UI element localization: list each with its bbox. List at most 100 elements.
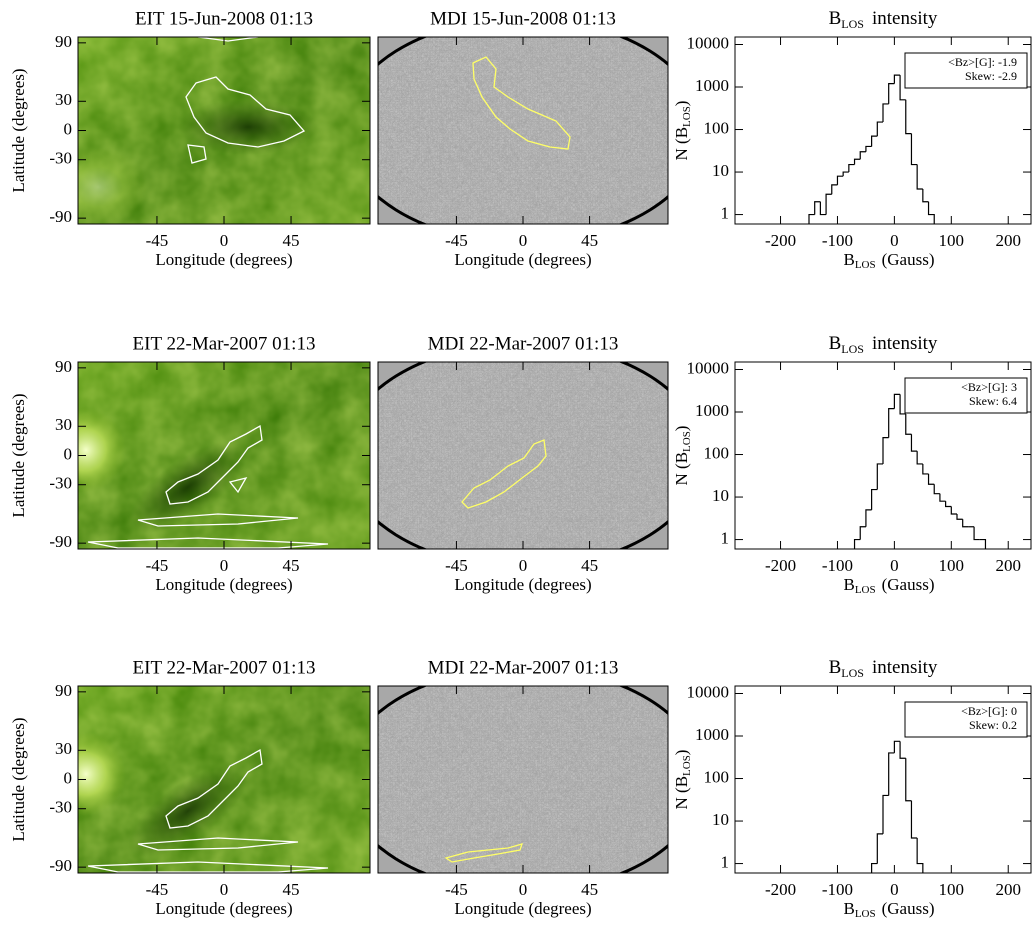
x-tick-label: 200 (995, 231, 1021, 250)
panel: EIT 15-Jun-2008 01:13 -45 0 45 90 30 0 -30 -90 Lo… (9, 8, 371, 269)
histogram-bin (962, 519, 969, 528)
x-tick-label: 0 (890, 880, 899, 899)
y-tick-label: 10000 (687, 33, 730, 52)
contour (137, 837, 299, 851)
contour (444, 843, 524, 863)
x-tick-label: 0 (220, 231, 229, 250)
y-tick-label: -30 (49, 798, 72, 817)
histogram-bin (927, 473, 935, 485)
histogram-bin (939, 493, 946, 502)
label-rest: (Gauss) (882, 899, 935, 918)
map-image (78, 686, 370, 873)
y-tick-label: 30 (55, 415, 72, 434)
y-tick-label: 100 (704, 443, 730, 462)
panel: BLOS intensity-200 -100 0 100 200110100100010… (672, 657, 1032, 920)
y-tick-label: 90 (55, 681, 72, 700)
y-tick-label: 10 (712, 486, 729, 505)
contour (197, 37, 259, 42)
histogram-bin (893, 74, 901, 84)
annotation: Skew: -2.9 (965, 69, 1017, 83)
x-tick-label: 45 (581, 231, 598, 250)
x-tick-label: -200 (765, 880, 796, 899)
histogram-bin (922, 188, 929, 203)
label-sub: LOS (681, 431, 693, 452)
y-tick-label: 0 (64, 768, 73, 787)
histogram-bin (859, 151, 866, 160)
panel-title: EIT 22-Mar-2007 01:13 (133, 657, 316, 678)
histogram-bin (871, 488, 878, 510)
y-tick-label: 90 (55, 32, 72, 51)
histogram-bin (910, 800, 918, 839)
histogram-bin (865, 145, 872, 152)
contour (187, 144, 207, 164)
histogram-bin (905, 758, 912, 802)
histogram-bin (876, 463, 883, 490)
histogram-bin (836, 175, 844, 185)
panel-title: MDI 15-Jun-2008 01:13 (430, 8, 616, 29)
label-main: N (B (672, 127, 691, 161)
map-noise (378, 686, 668, 873)
y-tick-label: 10 (712, 161, 729, 180)
title-rest: intensity (872, 8, 938, 29)
y-axis-label: N (BLOS) (672, 750, 693, 810)
axes-frame (734, 36, 1032, 225)
x-tick-label: 0 (890, 556, 899, 575)
histogram-bin (927, 201, 935, 224)
histogram-bin (853, 538, 861, 549)
label-sub: LOS (681, 106, 693, 127)
panel-title: EIT 15-Jun-2008 01:13 (135, 8, 313, 29)
label-main: B (843, 575, 854, 594)
panel-title: MDI 22-Mar-2007 01:13 (428, 657, 619, 678)
annotation-box (904, 701, 1028, 738)
contour (472, 56, 571, 150)
histogram-bin (888, 83, 895, 104)
histogram-bin (825, 193, 832, 215)
y-tick-label: -90 (49, 856, 72, 875)
label-rest: ) (672, 101, 691, 107)
histogram-bin (888, 752, 895, 796)
x-tick-label: 0 (220, 556, 229, 575)
y-tick-label: 1000 (695, 76, 729, 95)
y-tick-label: 90 (55, 357, 72, 376)
map-image (78, 37, 370, 224)
annotation: <Bz>[G]: -1.9 (948, 55, 1017, 69)
x-tick-label: 100 (939, 231, 965, 250)
histogram-bin (899, 741, 906, 759)
x-tick-label: 100 (939, 556, 965, 575)
contour (461, 439, 547, 509)
histogram-bin (814, 201, 821, 215)
annotation: <Bz>[G]: 0 (961, 704, 1017, 718)
panel-title: BLOS intensity (829, 657, 938, 679)
histogram-bin (979, 538, 987, 549)
map-image (378, 362, 668, 549)
bright-region (78, 732, 126, 816)
x-tick-label: 45 (581, 880, 598, 899)
panel-title: BLOS intensity (829, 8, 938, 30)
histogram-bin (848, 163, 855, 173)
y-tick-label: 100 (704, 118, 730, 137)
label-sub: LOS (855, 908, 876, 920)
y-tick-label: 1000 (695, 725, 729, 744)
x-axis-label: Longitude (degrees) (454, 899, 591, 918)
title-main: B (829, 8, 842, 29)
histogram-bin (893, 393, 901, 409)
histogram-bin (888, 408, 895, 438)
y-tick-label: 0 (64, 119, 73, 138)
y-tick-label: 1 (721, 203, 730, 222)
x-axis-label: BLOS (Gauss) (843, 899, 934, 920)
y-tick-label: 100 (704, 767, 730, 786)
panel: BLOS intensity-200 -100 0 100 200110100100010… (672, 333, 1032, 596)
histogram-bin (905, 413, 912, 435)
y-tick-label: 10000 (687, 358, 730, 377)
y-tick-label: 30 (55, 739, 72, 758)
histogram-bin (973, 526, 980, 541)
label-rest: ) (672, 750, 691, 756)
panel: BLOS intensity-200 -100 0 100 200110100100010… (672, 8, 1032, 271)
label-main: B (843, 250, 854, 269)
histogram-bin (876, 121, 883, 137)
histogram-bin (956, 513, 963, 520)
x-axis-label: Longitude (degrees) (454, 250, 591, 269)
y-tick-label: 10 (712, 810, 729, 829)
y-axis-label: N (BLOS) (672, 426, 693, 486)
